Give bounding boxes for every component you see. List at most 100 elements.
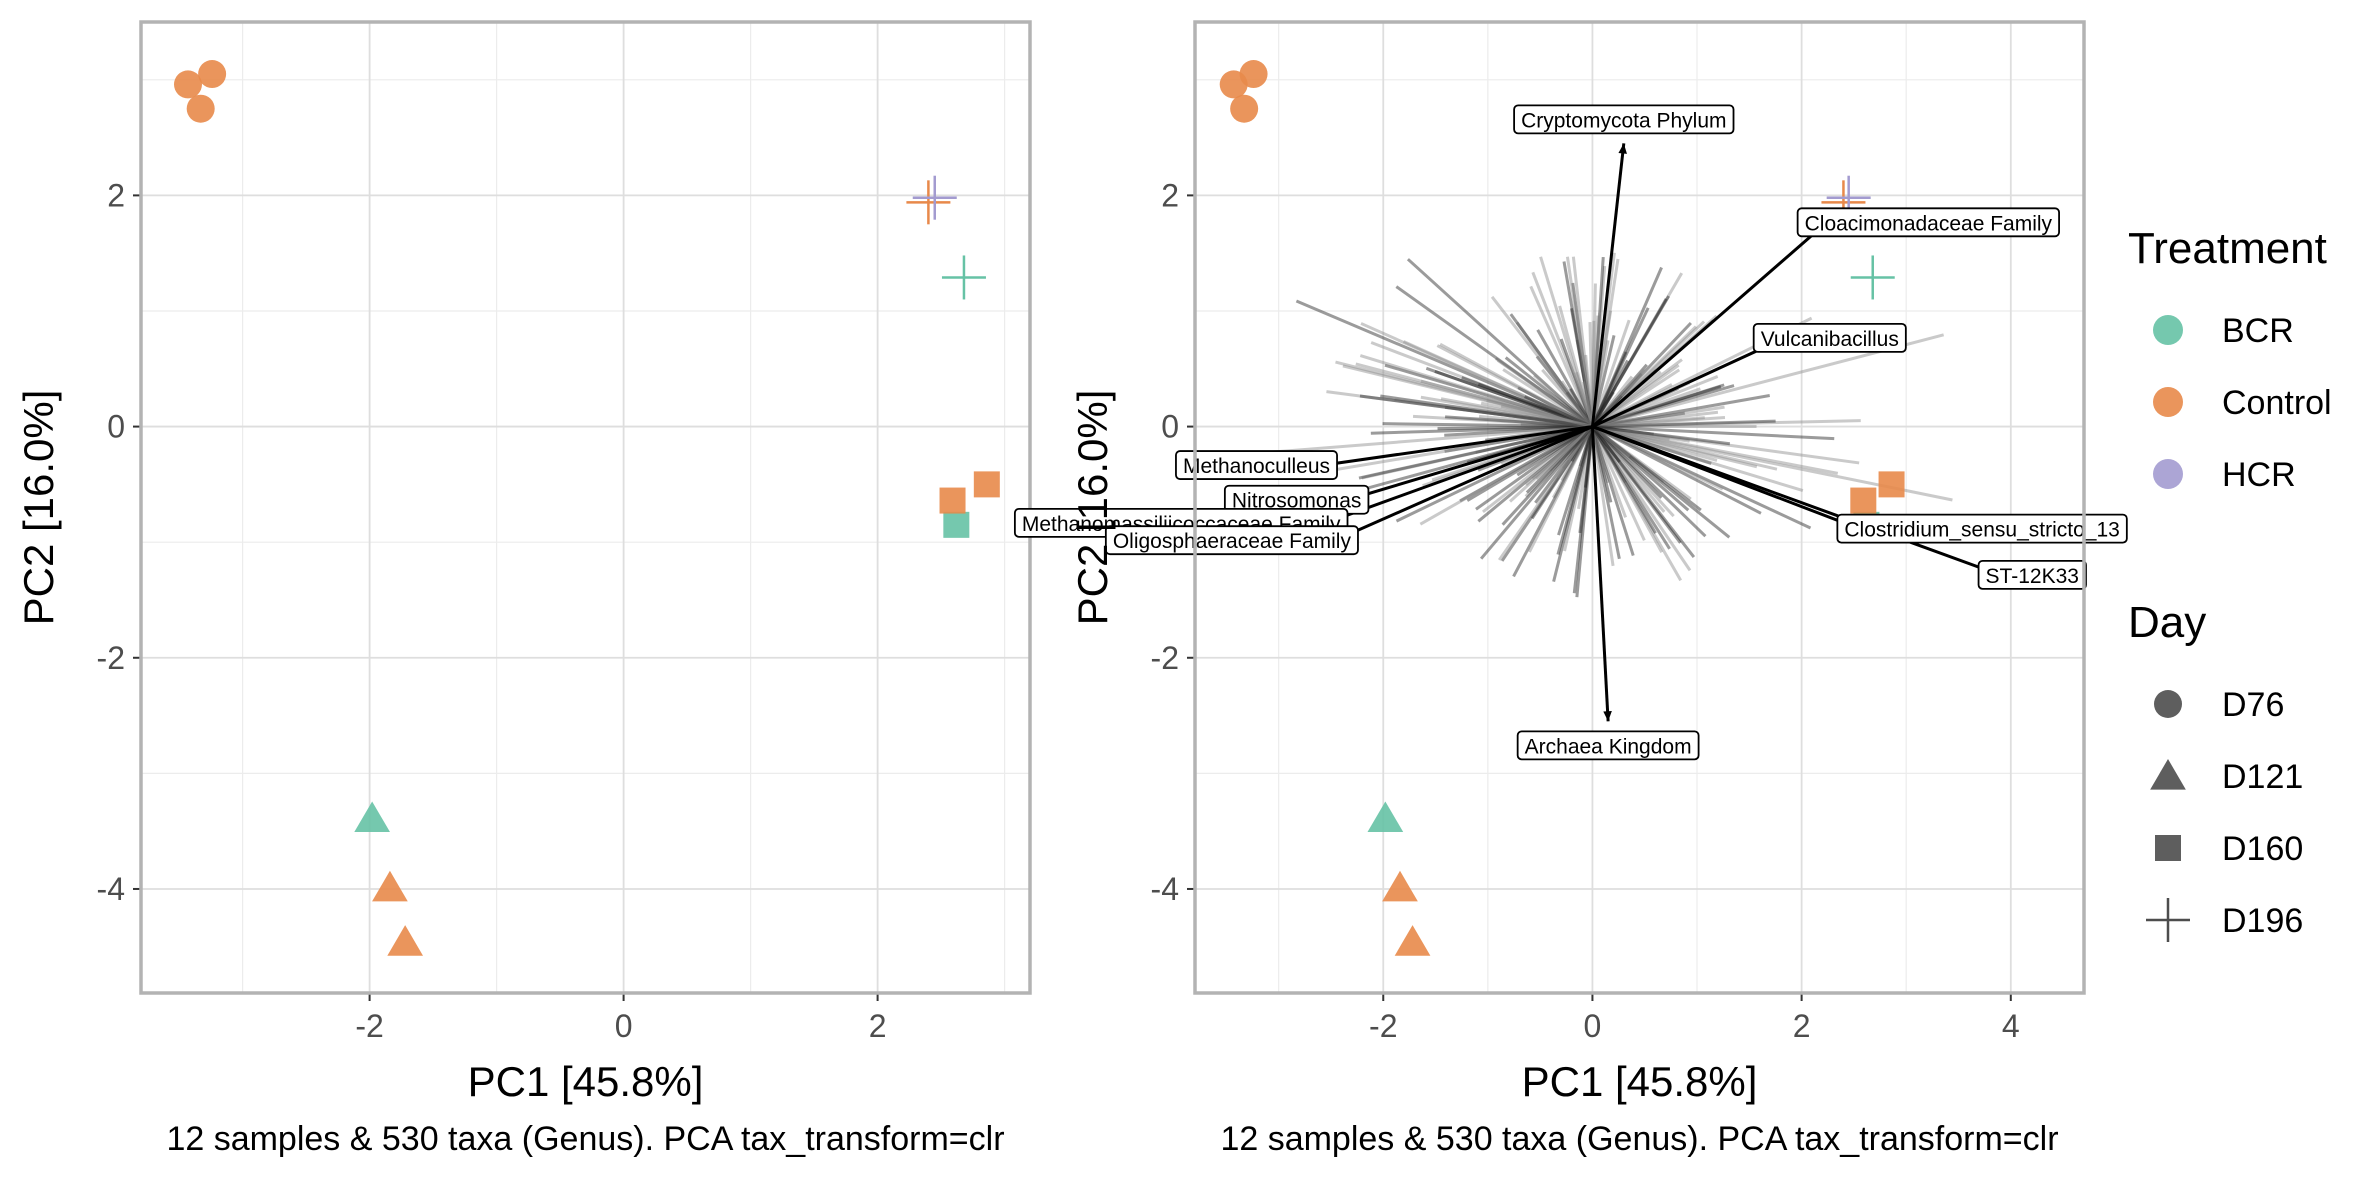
loading-vector-faint — [1440, 397, 1593, 429]
loading-vector-faint — [1575, 371, 1594, 428]
loading-vector-faint — [1588, 322, 1594, 427]
x-tick-label: -2 — [355, 1008, 383, 1044]
loading-vector-faint — [1482, 425, 1594, 514]
loading-vector-faint — [1326, 390, 1593, 429]
loading-vector-faint — [1434, 369, 1593, 428]
loading-vector-faint — [1524, 425, 1594, 486]
loading-vector-faint — [1412, 414, 1593, 429]
loading-label: ST-12K33 — [1977, 559, 2087, 590]
loading-vector-faint — [1591, 425, 1707, 538]
loading-vector-faint — [1577, 426, 1594, 510]
loading-vector-faint — [1590, 283, 1597, 427]
loading-vector-faint — [1592, 411, 1686, 429]
loading-vector-faint — [1478, 414, 1593, 429]
loading-label-box — [1175, 450, 1338, 480]
legend-key-control — [2153, 387, 2183, 417]
legend-title-day: Day — [2128, 598, 2206, 647]
loading-vector-faint — [1590, 426, 1613, 503]
loading-vector-faint — [1592, 425, 1839, 475]
legend: Treatment BCR Control HCR Day D76 D121 D… — [2128, 224, 2332, 942]
loading-label-text: Nitrosomonas — [1232, 490, 1362, 513]
loading-vector-faint — [1591, 298, 1668, 428]
loading-arrow — [1340, 425, 1593, 504]
x-tick-label: 4 — [2002, 1008, 2020, 1044]
loading-arrow — [1590, 143, 1626, 427]
sample-point — [1878, 471, 1905, 498]
loading-vector-faint — [1591, 425, 1690, 512]
x-tick-label: 2 — [869, 1008, 887, 1044]
loading-vector-faint — [1592, 416, 1705, 429]
legend-label-d76: D76 — [2222, 686, 2284, 724]
sample-point — [1394, 925, 1431, 956]
y-tick-label: 0 — [107, 409, 125, 445]
loading-vector-faint — [1591, 368, 1681, 428]
loading-vector-faint — [1500, 425, 1594, 562]
loading-vector-faint — [1591, 425, 1682, 544]
x-tick-label: 2 — [1793, 1008, 1811, 1044]
loading-vector-faint — [1529, 285, 1594, 428]
sample-point — [387, 925, 424, 956]
loading-label: Nitrosomonas — [1223, 484, 1370, 515]
x-axis-title: PC1 [45.8%] — [468, 1058, 704, 1105]
loading-vector-faint — [1551, 425, 1594, 499]
loading-vector-faint — [1592, 425, 1860, 465]
loading-vector-faint — [1420, 395, 1593, 429]
loading-vector-faint — [1556, 425, 1594, 479]
loading-vector-faint — [1592, 425, 1835, 441]
loading-vector-faint — [1591, 359, 1629, 428]
y-tick-label: -4 — [97, 871, 125, 907]
loading-vector-faint — [1591, 425, 1631, 458]
loading-vector-faint — [1591, 425, 1657, 534]
loading-label-text: Clostridium_sensu_stricto_13 — [1844, 519, 2119, 542]
loading-vector-faint — [1591, 425, 1724, 491]
loading-vector-faint — [1531, 425, 1594, 481]
loading-vector-faint — [1479, 425, 1594, 560]
legend-key-d121 — [2150, 759, 2186, 790]
loading-vector-faint — [1539, 256, 1594, 428]
loading-vector-faint — [1541, 368, 1594, 428]
loading-label-box — [1513, 104, 1735, 135]
loading-label: Cryptomycota Phylum — [1513, 104, 1735, 135]
loading-vector-faint — [1591, 319, 1631, 428]
sample-point — [943, 511, 970, 538]
sample-point — [941, 255, 986, 300]
loading-vector-faint — [1591, 425, 1692, 501]
loading-label: Oligosphaeraceae Family — [1104, 525, 1359, 556]
chart-caption: 12 samples & 530 taxa (Genus). PCA tax_t… — [166, 1120, 1004, 1158]
loading-vector-faint — [1591, 425, 1664, 553]
loading-vector-faint — [1571, 256, 1594, 427]
loading-vector-faint — [1592, 425, 1654, 436]
loading-vector-faint — [1394, 397, 1593, 429]
loading-vector-faint — [1571, 282, 1594, 427]
loading-vector-faint — [1535, 355, 1594, 428]
loading-label: Cloacimonadaceae Family — [1796, 207, 2060, 238]
loading-vector-faint — [1361, 425, 1593, 480]
legend-label-d121: D121 — [2222, 758, 2303, 796]
loading-label: Archaea Kingdom — [1516, 730, 1700, 761]
loading-vector-faint — [1592, 425, 1690, 443]
loading-vector-faint — [1530, 425, 1594, 520]
loading-vector-faint — [1548, 425, 1594, 472]
loading-label-text: Oligosphaeraceae Family — [1113, 530, 1352, 553]
loading-vector-faint — [1591, 321, 1692, 428]
loading-vector-faint — [1591, 425, 1666, 513]
loading-vector-faint — [1591, 425, 1696, 558]
loading-label-box — [1796, 207, 2060, 238]
loading-vector-faint — [1496, 358, 1594, 428]
loading-vector-faint — [1592, 425, 1778, 471]
x-tick-label: 0 — [615, 1008, 633, 1044]
loading-vector-faint — [1591, 425, 1702, 512]
loading-vector-faint — [1591, 425, 1804, 493]
loading-label-text: Cryptomycota Phylum — [1521, 109, 1726, 132]
loading-arrow — [1590, 426, 1610, 722]
loading-vector-faint — [1590, 426, 1621, 560]
panel-border — [139, 20, 1032, 995]
loading-vector-faint — [1591, 425, 1671, 550]
loading-vector-faint — [1562, 425, 1594, 470]
sample-point — [173, 70, 202, 99]
loading-vector-faint — [1558, 305, 1594, 427]
loading-vector-faint — [1535, 425, 1594, 480]
loading-vector-faint — [1592, 405, 1725, 429]
loading-vector-faint — [1536, 329, 1594, 428]
loading-label-box — [1836, 513, 2128, 544]
